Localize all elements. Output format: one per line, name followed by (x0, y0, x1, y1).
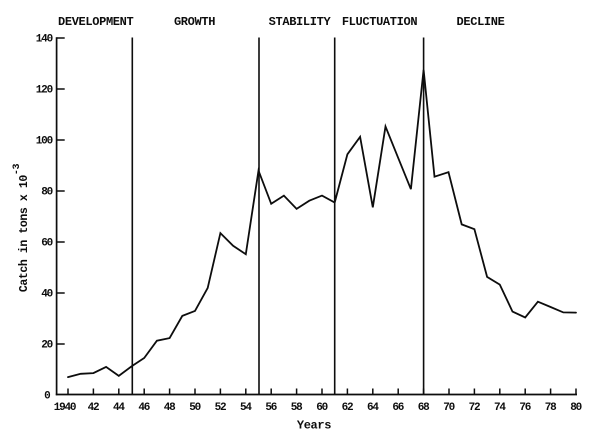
svg-text:STABILITY: STABILITY (269, 15, 332, 29)
svg-text:72: 72 (469, 402, 480, 414)
svg-text:1940: 1940 (54, 402, 76, 414)
svg-text:70: 70 (443, 402, 454, 414)
svg-text:20: 20 (41, 340, 52, 352)
svg-text:62: 62 (342, 402, 353, 414)
svg-text:78: 78 (545, 402, 557, 414)
svg-text:74: 74 (494, 402, 506, 414)
svg-text:40: 40 (41, 289, 52, 301)
svg-text:56: 56 (265, 402, 276, 414)
svg-text:DEVELOPMENT: DEVELOPMENT (58, 15, 134, 29)
svg-text:120: 120 (36, 85, 53, 97)
svg-text:GROWTH: GROWTH (174, 15, 215, 29)
svg-text:66: 66 (392, 402, 403, 414)
svg-text:64: 64 (367, 402, 379, 414)
svg-text:58: 58 (291, 402, 303, 414)
svg-text:FLUCTUATION: FLUCTUATION (342, 15, 418, 29)
svg-text:80: 80 (41, 187, 52, 199)
svg-text:80: 80 (570, 402, 581, 414)
svg-text:140: 140 (36, 34, 53, 46)
svg-text:54: 54 (240, 402, 252, 414)
svg-text:44: 44 (113, 402, 125, 414)
svg-text:42: 42 (88, 402, 99, 414)
svg-text:100: 100 (36, 136, 53, 148)
svg-text:76: 76 (519, 402, 530, 414)
svg-text:52: 52 (215, 402, 226, 414)
svg-text:68: 68 (418, 402, 430, 414)
svg-text:50: 50 (189, 402, 200, 414)
svg-text:48: 48 (164, 402, 176, 414)
svg-text:DECLINE: DECLINE (457, 15, 505, 29)
svg-text:60: 60 (41, 238, 52, 250)
svg-text:46: 46 (138, 402, 149, 414)
svg-text:Years: Years (297, 419, 331, 433)
svg-text:60: 60 (316, 402, 327, 414)
svg-text:0: 0 (44, 391, 50, 403)
